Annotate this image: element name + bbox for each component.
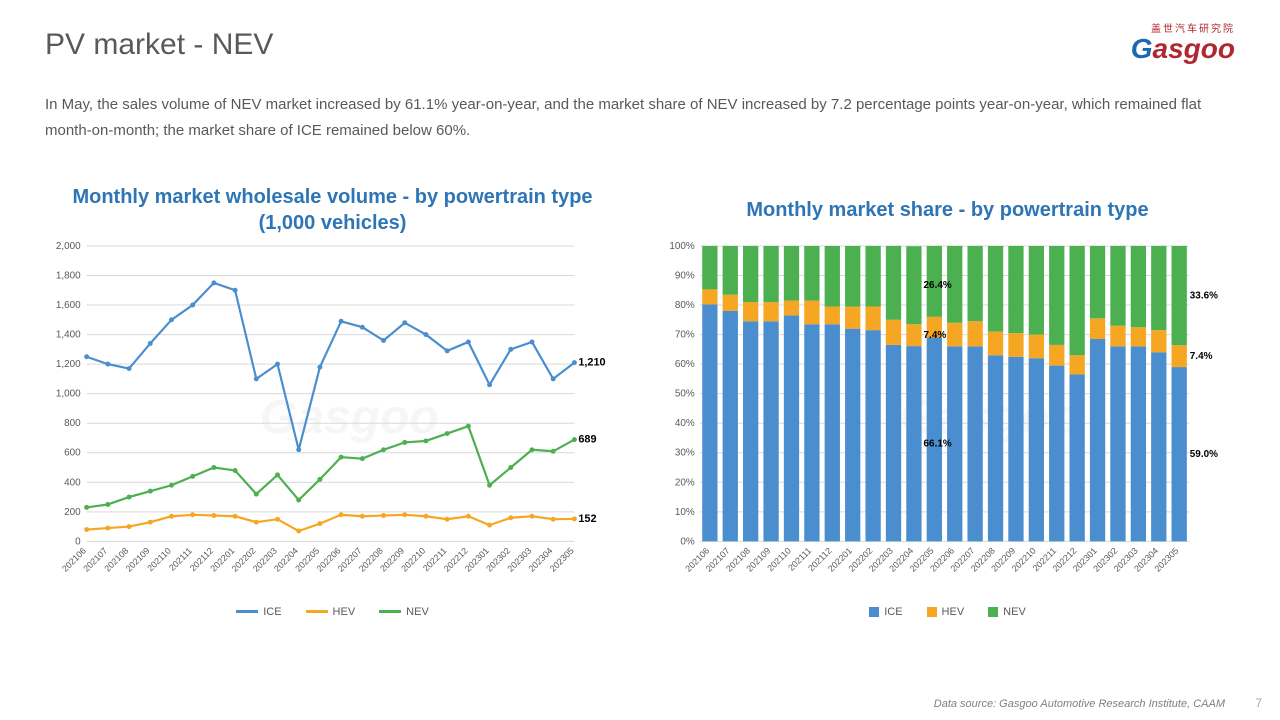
brand-logo: 盖世汽车研究院 Gasgoo <box>1131 20 1235 63</box>
legend-item-ice: ICE <box>236 606 281 618</box>
line-chart-svg: 02004006008001,0001,2001,4001,6001,8002,… <box>45 240 620 597</box>
svg-text:202305: 202305 <box>548 546 576 574</box>
svg-text:80%: 80% <box>675 300 695 311</box>
svg-text:90%: 90% <box>675 270 695 281</box>
svg-text:689: 689 <box>578 434 596 446</box>
legend-item-nev: NEV <box>379 606 429 618</box>
svg-text:400: 400 <box>64 477 81 488</box>
page-subtitle: In May, the sales volume of NEV market i… <box>45 92 1235 143</box>
right-chart: Monthly market share - by powertrain typ… <box>660 180 1235 660</box>
svg-text:1,800: 1,800 <box>56 270 81 281</box>
svg-text:59.0%: 59.0% <box>1190 449 1218 460</box>
svg-text:800: 800 <box>64 418 81 429</box>
legend-item-ice: ICE <box>869 606 902 618</box>
svg-text:26.4%: 26.4% <box>924 280 952 291</box>
svg-text:30%: 30% <box>675 448 695 459</box>
svg-text:1,210: 1,210 <box>578 357 605 369</box>
svg-text:60%: 60% <box>675 359 695 370</box>
svg-text:200: 200 <box>64 507 81 518</box>
page-title: PV market - NEV <box>45 28 273 62</box>
svg-text:20%: 20% <box>675 477 695 488</box>
svg-text:40%: 40% <box>675 418 695 429</box>
svg-text:600: 600 <box>64 448 81 459</box>
svg-text:66.1%: 66.1% <box>924 439 952 450</box>
svg-text:202110: 202110 <box>145 546 173 574</box>
legend-item-hev: HEV <box>306 606 356 618</box>
logo-main: Gasgoo <box>1131 35 1235 63</box>
data-source-footer: Data source: Gasgoo Automotive Research … <box>934 698 1225 710</box>
svg-text:100%: 100% <box>669 241 695 252</box>
left-chart: Monthly market wholesale volume - by pow… <box>45 180 620 660</box>
svg-text:2,000: 2,000 <box>56 241 81 252</box>
svg-text:1,400: 1,400 <box>56 330 81 341</box>
bar-chart-svg: 0%10%20%30%40%50%60%70%80%90%100%2021062… <box>660 240 1235 597</box>
svg-text:70%: 70% <box>675 330 695 341</box>
charts-row: Monthly market wholesale volume - by pow… <box>45 180 1235 660</box>
legend-item-nev: NEV <box>988 606 1026 618</box>
right-legend: ICE HEV NEV <box>660 606 1235 618</box>
page-number: 7 <box>1255 696 1262 710</box>
svg-text:50%: 50% <box>675 389 695 400</box>
svg-text:1,600: 1,600 <box>56 300 81 311</box>
svg-text:1,000: 1,000 <box>56 389 81 400</box>
svg-text:7.4%: 7.4% <box>1190 351 1213 362</box>
svg-text:7.4%: 7.4% <box>924 330 947 341</box>
left-legend: ICE HEV NEV <box>45 606 620 618</box>
left-chart-title: Monthly market wholesale volume - by pow… <box>45 180 620 240</box>
right-chart-title: Monthly market share - by powertrain typ… <box>660 180 1235 240</box>
svg-text:33.6%: 33.6% <box>1190 291 1218 302</box>
svg-text:0%: 0% <box>680 536 695 547</box>
svg-text:152: 152 <box>578 513 596 525</box>
svg-text:10%: 10% <box>675 507 695 518</box>
svg-text:1,200: 1,200 <box>56 359 81 370</box>
legend-item-hev: HEV <box>927 606 965 618</box>
